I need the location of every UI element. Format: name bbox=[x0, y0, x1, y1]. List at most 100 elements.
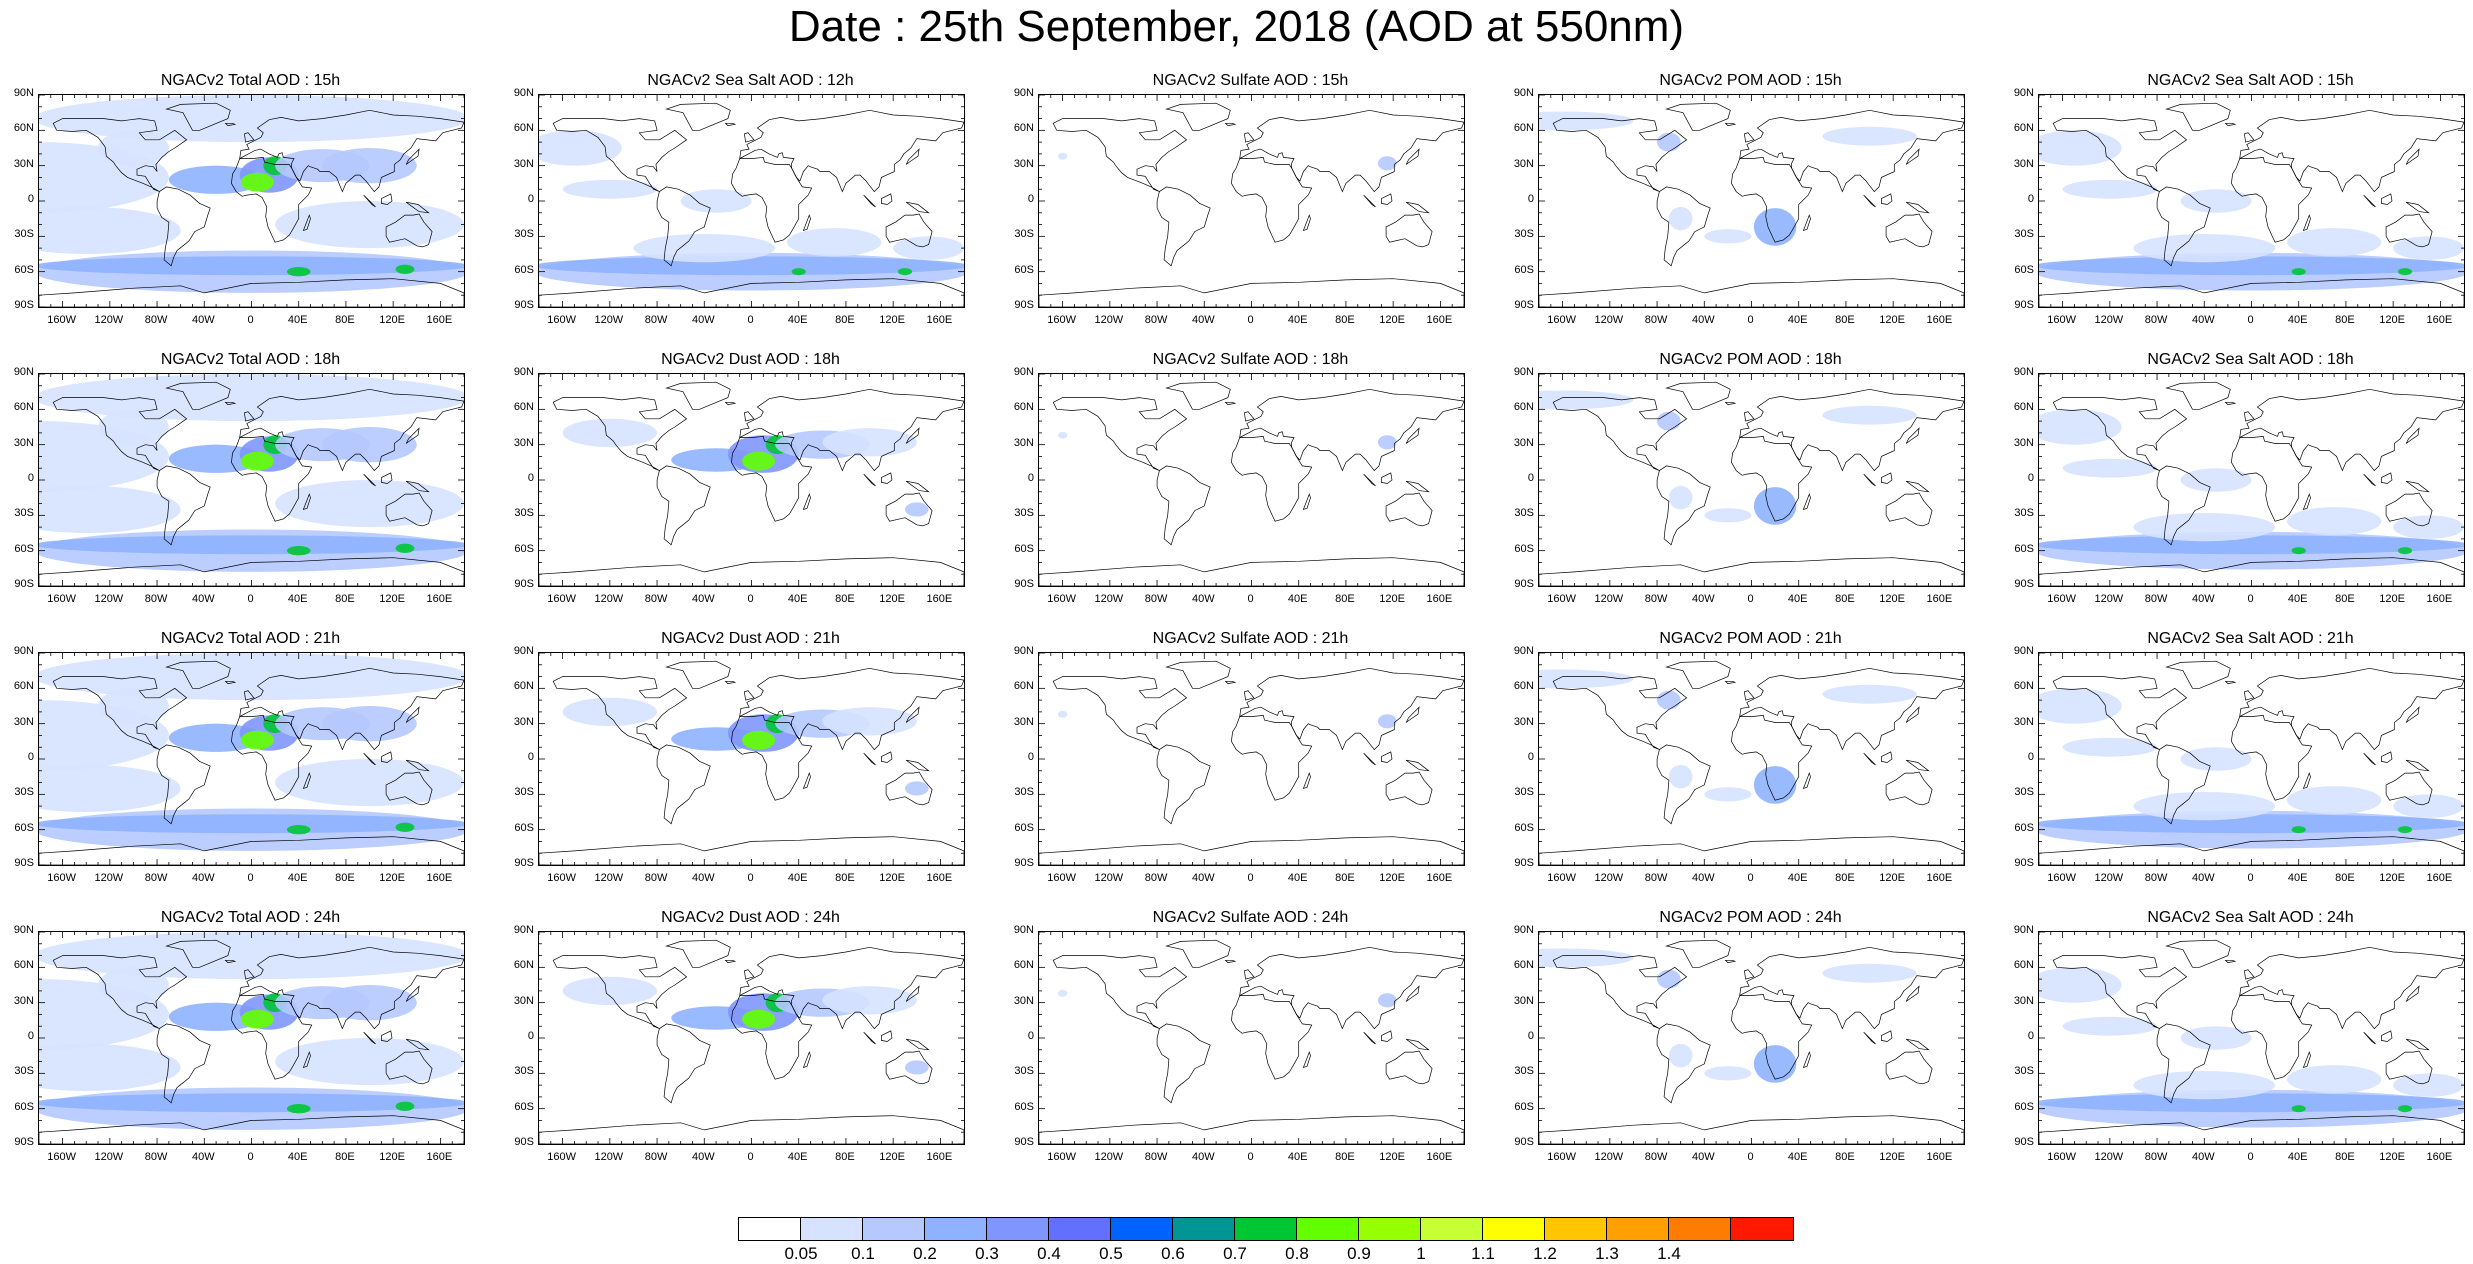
lat-label: 90S bbox=[1514, 857, 1534, 869]
coastline bbox=[156, 1023, 211, 1104]
lat-label: 60N bbox=[13, 959, 34, 972]
lon-label: 40W bbox=[2191, 593, 2215, 605]
coastline bbox=[802, 1051, 811, 1068]
coastline bbox=[2302, 772, 2311, 789]
coastline bbox=[2405, 706, 2420, 723]
coastline bbox=[552, 955, 688, 1029]
coastline bbox=[2165, 660, 2231, 689]
panel-title: NGACv2 Sulfate AOD : 18h bbox=[1152, 351, 1349, 368]
coastline bbox=[881, 1030, 893, 1042]
coastline bbox=[1724, 122, 1737, 126]
aod-field bbox=[2393, 1073, 2464, 1097]
lat-label: 60S bbox=[14, 821, 34, 834]
aod-field bbox=[1704, 229, 1752, 244]
lon-label: 80W bbox=[1644, 314, 1668, 326]
coastline bbox=[2224, 122, 2237, 126]
lat-label: 0 bbox=[2027, 193, 2034, 205]
lon-label: 160W bbox=[1547, 1151, 1576, 1163]
coastline bbox=[1885, 213, 1933, 248]
lon-label: 0 bbox=[747, 1151, 754, 1163]
coastline bbox=[552, 118, 688, 192]
coastline bbox=[405, 201, 430, 214]
lon-label: 40E bbox=[1787, 872, 1808, 884]
lon-label: 80W bbox=[1644, 872, 1668, 884]
lon-label: 120E bbox=[379, 1151, 405, 1163]
coastline bbox=[2039, 1115, 2464, 1144]
aod-field bbox=[562, 179, 658, 199]
colorbar-swatch bbox=[925, 1218, 987, 1240]
coastline bbox=[802, 493, 811, 510]
coastline bbox=[2381, 193, 2393, 205]
lat-label: 30S bbox=[1014, 507, 1034, 520]
coastline bbox=[724, 680, 737, 684]
lat-label: 60N bbox=[1513, 122, 1534, 135]
figure-title: Date : 25th September, 2018 (AOD at 550n… bbox=[788, 2, 1685, 51]
lat-label: 60N bbox=[2013, 122, 2034, 135]
coastline bbox=[405, 759, 430, 772]
coastline bbox=[1539, 557, 1964, 586]
lat-label: 30S bbox=[1514, 228, 1534, 241]
lon-label: 40E bbox=[287, 1151, 308, 1163]
lon-label: 80W bbox=[1144, 1151, 1168, 1163]
lon-label: 80E bbox=[335, 314, 355, 326]
world-map bbox=[1039, 932, 1464, 1144]
aod-field bbox=[39, 374, 464, 422]
lon-label: 120W bbox=[594, 593, 624, 605]
coastline bbox=[2239, 109, 2464, 193]
coastline bbox=[665, 102, 731, 131]
world-map bbox=[539, 374, 964, 586]
coastline bbox=[1381, 751, 1393, 763]
lon-label: 80E bbox=[835, 593, 855, 605]
aod-field bbox=[2133, 791, 2276, 821]
lat-label: 90S bbox=[14, 299, 34, 311]
coastline bbox=[539, 1115, 964, 1144]
lat-label: 0 bbox=[27, 472, 34, 484]
colorbar-label: 1.4 bbox=[1657, 1244, 1681, 1263]
map-plot-area bbox=[2038, 931, 2465, 1145]
lat-label: 30N bbox=[1013, 436, 1034, 449]
lat-label: 30S bbox=[2014, 228, 2034, 241]
coastline bbox=[363, 194, 376, 208]
coastline bbox=[2244, 132, 2255, 143]
world-map bbox=[1039, 653, 1464, 865]
lon-label: 120E bbox=[1879, 314, 1905, 326]
coastline bbox=[2052, 397, 2188, 471]
aod-field bbox=[904, 781, 929, 796]
lon-label: 160W bbox=[2047, 872, 2076, 884]
lat-label: 30N bbox=[2013, 157, 2034, 170]
lat-label: 60S bbox=[2014, 1100, 2034, 1113]
lat-label: 90N bbox=[2013, 645, 2034, 657]
lon-label: 40E bbox=[2287, 314, 2308, 326]
lat-label: 90S bbox=[514, 857, 534, 869]
coastline bbox=[665, 939, 731, 968]
coastline bbox=[1231, 715, 1313, 801]
lat-label: 90N bbox=[13, 924, 34, 936]
lon-label: 80W bbox=[644, 1151, 668, 1163]
lon-label: 160W bbox=[1547, 314, 1576, 326]
world-map bbox=[1039, 374, 1464, 586]
coastline bbox=[731, 715, 813, 801]
aod-field bbox=[1822, 405, 1917, 425]
coastline bbox=[385, 1050, 433, 1085]
lon-label: 120W bbox=[94, 593, 124, 605]
lon-label: 0 bbox=[1247, 872, 1254, 884]
lat-label: 30S bbox=[1014, 786, 1034, 799]
panel-title: NGACv2 Sea Salt AOD : 24h bbox=[2147, 909, 2354, 926]
coastline bbox=[2052, 676, 2188, 750]
coastline bbox=[2385, 492, 2433, 527]
coastline bbox=[405, 427, 420, 444]
lon-label: 40W bbox=[2191, 314, 2215, 326]
lon-label: 40E bbox=[1787, 593, 1808, 605]
coastline bbox=[1656, 465, 1711, 546]
coastline bbox=[1539, 836, 1964, 865]
world-map bbox=[2039, 932, 2464, 1144]
lon-label: 120W bbox=[1094, 314, 1124, 326]
lat-label: 0 bbox=[527, 193, 534, 205]
lat-label: 0 bbox=[1527, 472, 1534, 484]
coastline bbox=[724, 959, 737, 963]
coastline bbox=[1363, 473, 1376, 487]
lat-label: 30N bbox=[2013, 994, 2034, 1007]
colorbar-label: 0.7 bbox=[1223, 1244, 1247, 1263]
lon-label: 80E bbox=[1835, 314, 1855, 326]
coastline bbox=[1039, 1115, 1464, 1144]
